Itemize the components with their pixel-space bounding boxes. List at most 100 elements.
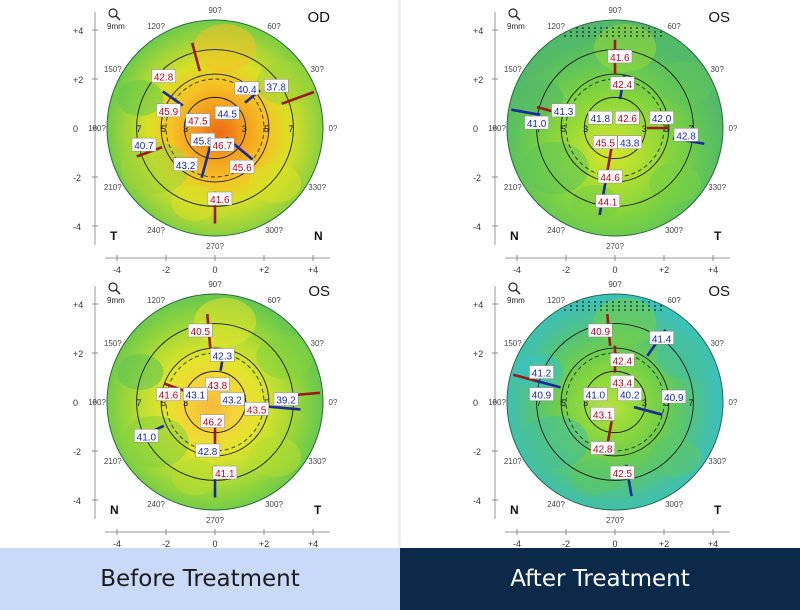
lid-artifact-dot [630, 35, 632, 37]
value-box [649, 331, 674, 345]
value-box [673, 128, 699, 142]
meridian-spoke [281, 90, 315, 105]
value-label: 42.8 [676, 131, 696, 142]
value-box [610, 465, 635, 480]
lid-artifact-dot [636, 35, 638, 37]
eye-label: OS [308, 283, 330, 300]
x-tick-label: -4 [113, 265, 121, 274]
x-tick-label: -2 [162, 265, 170, 274]
y-tick-label: +4 [473, 26, 483, 36]
value-label: 43.5 [247, 405, 267, 416]
value-box [588, 110, 613, 125]
x-tick-label: +2 [659, 265, 669, 274]
lid-artifact-dot [660, 301, 662, 303]
value-label: 44.6 [600, 173, 620, 184]
value-label: 45.6 [232, 163, 252, 174]
meridian-spoke [633, 405, 663, 416]
value-box [215, 106, 240, 120]
value-box [524, 115, 549, 130]
eye-label: OS [708, 9, 730, 26]
value-label: 47.5 [188, 117, 208, 128]
y-tick-label: -2 [473, 447, 481, 457]
lid-artifact-dot [600, 35, 602, 37]
meridian-spoke [534, 379, 561, 389]
value-label: 41.0 [586, 391, 606, 402]
lid-artifact-dot [612, 309, 614, 311]
value-label: 39.2 [276, 396, 296, 407]
scale-label: 9mm [107, 296, 125, 305]
lid-artifact-dot [588, 301, 590, 303]
compass-degree-label: 180? [88, 124, 106, 133]
ring-number: 7 [688, 398, 693, 408]
compass-degree-label: 300? [665, 500, 683, 509]
eye-label: OS [708, 283, 730, 300]
lid-artifact-dot [642, 309, 644, 311]
magnifier-handle [515, 15, 521, 21]
lid-artifact-dot [660, 27, 662, 29]
value-box [607, 49, 633, 64]
lid-artifact-dot [654, 305, 656, 307]
y-tick-label: 0 [473, 124, 478, 134]
value-box [188, 323, 213, 338]
ring-number: 3 [642, 124, 647, 134]
compass-degree-label: 120? [147, 296, 165, 305]
x-tick-label: -2 [562, 539, 570, 548]
y-tick-label: 0 [73, 124, 78, 134]
value-label: 42.3 [213, 351, 233, 362]
lid-artifact-dot [654, 309, 656, 311]
pupil-outline [165, 352, 265, 452]
lid-artifact-dot [624, 309, 626, 311]
lid-artifact-dot [600, 305, 602, 307]
value-label: 43.2 [222, 396, 242, 407]
magnifier-handle [115, 15, 121, 21]
value-box [234, 81, 260, 96]
lid-artifact-dot [648, 35, 650, 37]
lid-artifact-dot [606, 301, 608, 303]
topography-map-before-os: +4+20-2-4-4-20+2+433557790?60?30?0?330?3… [73, 280, 338, 549]
meridian-spoke [162, 90, 184, 107]
value-label: 40.5 [191, 327, 211, 338]
lid-artifact-dot [570, 309, 572, 311]
lid-artifact-dot [594, 309, 596, 311]
compass-degree-label: 60? [667, 296, 681, 305]
lid-artifact-dot [564, 309, 566, 311]
lid-artifact-dot [564, 35, 566, 37]
meridian-spoke [136, 146, 163, 158]
value-label: 42.4 [613, 80, 633, 91]
value-label: 40.2 [620, 391, 640, 402]
corner-left-label: N [510, 229, 519, 243]
value-box [219, 392, 245, 406]
value-label: 41.0 [137, 432, 157, 443]
lid-artifact-dot [630, 305, 632, 307]
compass-degree-label: 120? [547, 296, 565, 305]
magnifier-icon [108, 8, 118, 18]
lid-artifact-dot [624, 31, 626, 33]
topography-patch [193, 298, 257, 346]
lid-artifact-dot [582, 35, 584, 37]
corner-left-label: T [110, 229, 118, 243]
value-label: 45.5 [595, 139, 615, 150]
topography-patch [521, 416, 589, 468]
value-label: 45.9 [159, 107, 179, 118]
lid-artifact-dot [588, 35, 590, 37]
lid-artifact-dot [636, 305, 638, 307]
value-label: 43.1 [593, 410, 613, 421]
topography-patch [521, 142, 589, 194]
magnifier-handle [515, 289, 521, 295]
x-tick-label: 0 [212, 539, 217, 548]
value-box [617, 387, 642, 401]
corner-right-label: T [714, 229, 722, 243]
compass-degree-label: 0? [329, 398, 338, 407]
lid-artifact-dot [576, 309, 578, 311]
value-box [134, 429, 159, 443]
value-box [210, 137, 235, 152]
x-tick-label: +4 [308, 265, 318, 274]
compass-degree-label: 30? [311, 339, 325, 348]
lid-artifact-dot [660, 309, 662, 311]
value-box [610, 76, 635, 91]
value-box [592, 135, 618, 149]
ring-number: 5 [161, 398, 166, 408]
map-panel-before-od: +4 +2 0 -2 -4 -4 -2 0 +2 +4 3 3 5 5 7 7 90? 60? 30? 0? 330? 3… [0, 0, 400, 275]
corner-left-label: N [110, 503, 119, 517]
lid-artifact-dot [630, 31, 632, 33]
